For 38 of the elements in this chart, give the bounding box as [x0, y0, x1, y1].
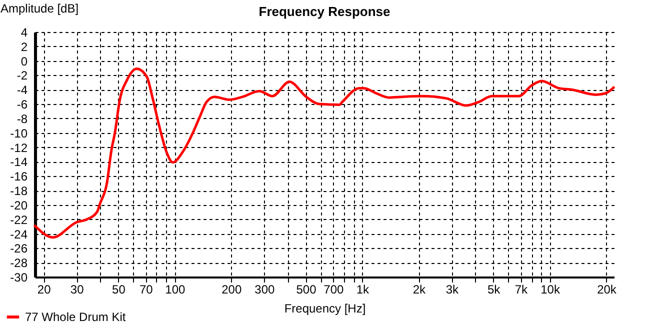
- y-tick-label: -22: [10, 212, 28, 227]
- y-tick-label: -16: [10, 170, 28, 184]
- x-tick-label: 700: [324, 282, 344, 296]
- x-tick-label: 70: [139, 282, 154, 296]
- x-tick-label: 10k: [540, 282, 561, 296]
- legend-label: 77 Whole Drum Kit: [25, 310, 126, 324]
- x-tick-label: 500: [296, 282, 317, 296]
- y-tick-label: -20: [10, 198, 28, 212]
- y-tick-label: -18: [10, 184, 28, 198]
- x-tick-label: 3k: [446, 282, 460, 296]
- y-tick-label: -14: [10, 155, 28, 170]
- y-tick-label: 0: [20, 54, 28, 68]
- x-tick-label: 30: [70, 282, 84, 296]
- x-tick-label: 300: [254, 282, 275, 296]
- y-axis-title: Amplitude [dB]: [0, 2, 79, 16]
- x-tick-label: 1k: [356, 282, 370, 296]
- y-tick-label: -24: [10, 227, 28, 242]
- y-tick-label: -12: [10, 140, 28, 155]
- y-tick-label: -8: [16, 112, 28, 126]
- x-tick-label: 200: [222, 282, 242, 296]
- y-tick-label: -4: [16, 83, 28, 98]
- x-tick-label: 5k: [487, 282, 502, 296]
- x-tick-label: 50: [112, 282, 126, 296]
- y-tick-label: 4: [20, 26, 28, 40]
- y-tick-label: -2: [16, 68, 28, 83]
- y-tick-label: 2: [20, 40, 28, 54]
- y-tick-label: -28: [10, 256, 28, 270]
- x-tick-label: 7k: [514, 282, 529, 296]
- x-tick-label: 100: [165, 282, 186, 296]
- x-tick-label: 20k: [597, 282, 618, 296]
- x-tick-label: 20: [37, 282, 52, 296]
- y-tick-label: -6: [16, 98, 28, 112]
- x-tick-label: 2k: [412, 282, 427, 296]
- chart-title: Frequency Response: [258, 4, 390, 19]
- y-tick-label: -30: [10, 270, 28, 284]
- y-tick-label: -26: [10, 242, 28, 256]
- x-axis-title: Frequency [Hz]: [284, 302, 366, 316]
- y-tick-label: -10: [10, 126, 28, 140]
